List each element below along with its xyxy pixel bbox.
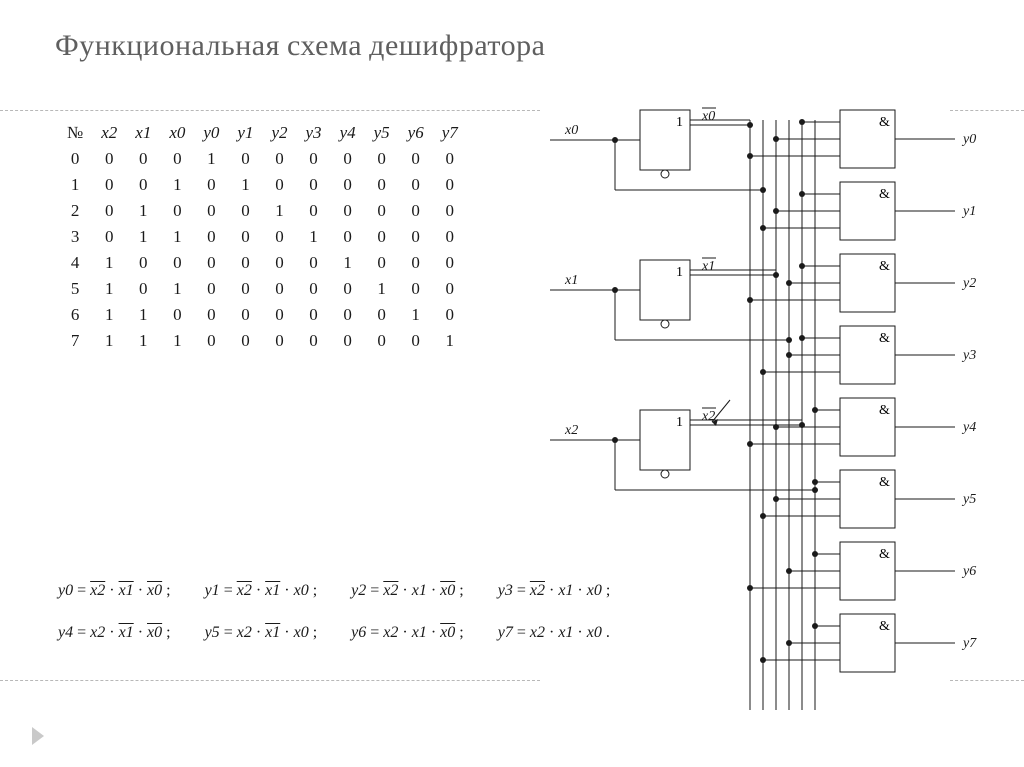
table-header: y6 <box>399 120 433 146</box>
svg-text:x1: x1 <box>701 259 715 274</box>
svg-text:&: & <box>879 115 890 130</box>
table-row: 711100000001 <box>58 328 467 354</box>
svg-text:&: & <box>879 475 890 490</box>
svg-text:y0: y0 <box>961 132 976 147</box>
equation: y6 = x2 · x1 · x0 ; <box>351 612 464 654</box>
table-header: № <box>58 120 92 146</box>
svg-text:&: & <box>879 259 890 274</box>
svg-text:&: & <box>879 547 890 562</box>
svg-text:x2: x2 <box>564 423 578 438</box>
table-row: 510100000100 <box>58 276 467 302</box>
svg-text:&: & <box>879 619 890 634</box>
svg-text:x0: x0 <box>701 109 715 124</box>
table-header: x1 <box>126 120 160 146</box>
table-header: y5 <box>365 120 399 146</box>
svg-text:y1: y1 <box>961 204 976 219</box>
table-header: y0 <box>194 120 228 146</box>
divider <box>0 110 540 111</box>
table-header: y2 <box>262 120 296 146</box>
svg-text:1: 1 <box>676 415 683 430</box>
table-row: 301100010000 <box>58 224 467 250</box>
svg-text:&: & <box>879 403 890 418</box>
equation: y1 = x2 · x1 · x0 ; <box>205 570 318 612</box>
svg-text:y4: y4 <box>961 420 976 435</box>
svg-text:y2: y2 <box>961 276 976 291</box>
equation: y4 = x2 · x1 · x0 ; <box>58 612 171 654</box>
equation: y2 = x2 · x1 · x0 ; <box>351 570 464 612</box>
svg-text:1: 1 <box>676 265 683 280</box>
truth-table: №x2x1x0y0y1y2y3y4y5y6y700001000000010010… <box>58 120 467 354</box>
table-header: y1 <box>228 120 262 146</box>
table-row: 611000000010 <box>58 302 467 328</box>
table-header: x0 <box>160 120 194 146</box>
svg-text:y3: y3 <box>961 348 976 363</box>
svg-text:x1: x1 <box>564 273 578 288</box>
divider <box>0 680 540 681</box>
svg-text:&: & <box>879 331 890 346</box>
svg-text:y6: y6 <box>961 564 976 579</box>
svg-text:y5: y5 <box>961 492 976 507</box>
table-header: x2 <box>92 120 126 146</box>
svg-text:1: 1 <box>676 115 683 130</box>
table-row: 000010000000 <box>58 146 467 172</box>
svg-text:&: & <box>879 187 890 202</box>
next-slide-triangle[interactable] <box>32 727 44 745</box>
table-row: 201000100000 <box>58 198 467 224</box>
equation: y5 = x2 · x1 · x0 ; <box>205 612 318 654</box>
table-header: y7 <box>433 120 467 146</box>
decoder-circuit: x01x0x11x1x21x2&y0&y1&y2&y3&y4&y5&y6&y7 <box>550 100 1000 730</box>
svg-text:y7: y7 <box>961 636 977 651</box>
page-title: Функциональная схема дешифратора <box>55 28 545 63</box>
svg-text:x0: x0 <box>564 123 578 138</box>
equation: y0 = x2 · x1 · x0 ; <box>58 570 171 612</box>
table-header: y3 <box>297 120 331 146</box>
table-row: 100101000000 <box>58 172 467 198</box>
table-row: 410000001000 <box>58 250 467 276</box>
table-header: y4 <box>331 120 365 146</box>
